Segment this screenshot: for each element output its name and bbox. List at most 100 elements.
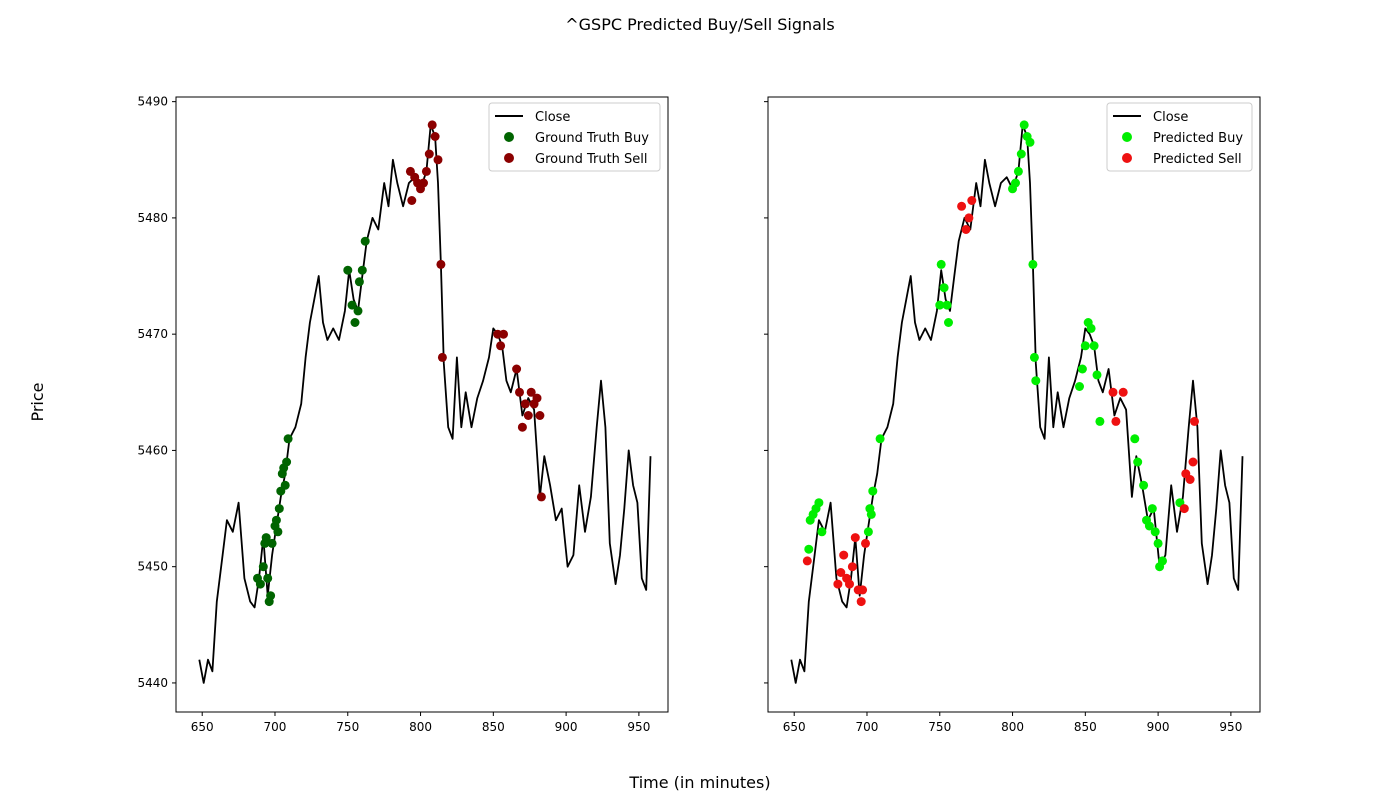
x-tick-label: 750 [336,720,359,734]
predicted-sell-point [1111,416,1121,426]
predicted-buy-point [1150,527,1160,537]
ground-truth-sell-point [536,492,546,502]
ground-truth-buy-point [360,236,370,246]
predicted-buy-point [1019,120,1029,130]
left-panel-ground-truth: 650 700 750 800 850 900 950 5440 5450 5460 5470 548… [137,95,669,734]
ground-truth-sell-point [421,166,431,176]
predicted-buy-point [1016,149,1026,159]
ground-truth-buy-point [354,277,364,287]
predicted-buy-point [935,300,945,310]
predicted-sell-point [1108,387,1118,397]
ground-truth-buy-point [274,504,284,514]
predicted-sell-point [967,196,977,205]
predicted-buy-point [868,486,878,496]
predicted-buy-point [1139,480,1149,490]
legend-entry-label: Close [535,110,570,125]
predicted-buy-point [1086,323,1096,333]
legend: Close Predicted Buy Predicted Sell [1106,102,1253,172]
ground-truth-sell-point [419,178,428,188]
predicted-sell-point [1190,416,1199,426]
x-tick-label: 850 [482,720,505,734]
predicted-buy-point [1013,166,1023,176]
ground-truth-buy-point [261,533,271,543]
predicted-buy-point [817,527,827,537]
ground-truth-buy-point [357,265,367,275]
legend-marker-swatch [504,132,514,142]
ground-truth-buy-point [258,562,268,572]
predicted-buy-point [1075,382,1084,391]
predicted-sell-point [964,213,974,223]
predicted-buy-point [1028,259,1038,269]
ground-truth-buy-point [280,480,290,490]
predicted-buy-point [939,283,949,293]
ground-truth-sell-point [535,411,545,420]
predicted-buy-point [1130,434,1140,444]
ground-truth-sell-point [436,259,446,269]
x-tick-label: 700 [856,720,879,734]
legend-box [1106,102,1253,172]
ground-truth-buy-point [266,591,276,601]
x-tick-label: 700 [264,720,287,734]
legend-entry-label: Ground Truth Buy [535,131,649,146]
plot-area [198,120,652,684]
ground-truth-buy-point [353,306,363,316]
predicted-sell-point [1185,475,1195,484]
predicted-buy-point [1025,137,1035,147]
legend-entry-label: Ground Truth Sell [535,152,648,167]
ground-truth-buy-point [267,538,277,548]
x-tick-label: 800 [409,720,432,734]
x-axis-label: Time (in minutes) [628,773,770,792]
predicted-sell-point [836,568,846,577]
ground-truth-sell-point [517,422,527,432]
ground-truth-sell-point [523,411,533,420]
ground-truth-buy-point [273,527,283,537]
ground-truth-sell-point [430,132,440,141]
legend-entry-label: Predicted Sell [1153,152,1242,167]
predicted-buy-point [1077,364,1087,374]
axes-frame [767,96,1261,713]
predicted-buy-point [942,300,952,310]
ground-truth-sell-point [433,155,443,165]
ground-truth-buy-point [350,318,360,327]
ground-truth-buy-point [255,579,265,589]
x-tick-label: 750 [928,720,951,734]
ground-truth-buy-point [271,515,281,525]
predicted-sell-point [1188,457,1198,467]
y-tick-label: 5450 [137,560,168,574]
predicted-buy-point [1153,538,1163,548]
predicted-buy-point [804,544,814,554]
predicted-sell-point [1118,387,1128,397]
y-tick-label: 5470 [137,327,168,341]
y-tick-label: 5440 [137,676,168,690]
ground-truth-sell-point [407,196,417,205]
legend-marker-swatch [1122,153,1132,163]
x-tick-label: 950 [1219,720,1242,734]
predicted-buy-point [814,498,824,508]
ground-truth-buy-point [282,457,292,467]
predicted-buy-point [1147,504,1157,514]
predicted-sell-point [856,597,866,607]
predicted-sell-point [961,225,971,234]
predicted-buy-point [1031,376,1041,386]
predicted-buy-point [1080,341,1090,351]
x-tick-label: 650 [783,720,806,734]
predicted-buy-point [875,434,885,444]
ground-truth-sell-point [526,387,536,397]
predicted-sell-point [839,550,849,560]
predicted-sell-point [858,585,868,595]
legend-marker-swatch [1122,132,1132,142]
legend-entry-label: Close [1153,110,1188,125]
ground-truth-sell-point [496,341,506,351]
predicted-buy-point [866,509,876,519]
x-tick-label: 950 [627,720,650,734]
x-tick-label: 650 [191,720,214,734]
ground-truth-sell-point [512,364,522,374]
ground-truth-sell-point [532,393,542,403]
y-tick-label: 5490 [137,95,168,109]
ground-truth-sell-point [515,387,524,397]
ground-truth-sell-point [499,329,508,339]
predicted-buy-point [1092,370,1102,380]
predicted-sell-point [861,538,870,548]
ground-truth-buy-point [283,434,293,444]
